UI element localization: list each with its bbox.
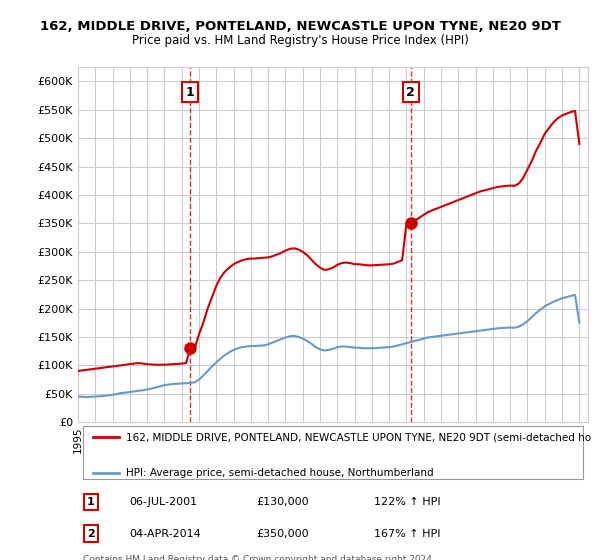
Text: 1: 1: [186, 86, 195, 99]
FancyBboxPatch shape: [83, 426, 583, 479]
Text: 167% ↑ HPI: 167% ↑ HPI: [374, 529, 440, 539]
Text: Price paid vs. HM Land Registry's House Price Index (HPI): Price paid vs. HM Land Registry's House …: [131, 34, 469, 46]
Text: 2: 2: [87, 529, 95, 539]
Text: £130,000: £130,000: [257, 497, 309, 507]
Text: 04-APR-2014: 04-APR-2014: [129, 529, 201, 539]
Text: 162, MIDDLE DRIVE, PONTELAND, NEWCASTLE UPON TYNE, NE20 9DT (semi-detached ho: 162, MIDDLE DRIVE, PONTELAND, NEWCASTLE …: [127, 432, 592, 442]
Text: 2: 2: [406, 86, 415, 99]
Text: 06-JUL-2001: 06-JUL-2001: [129, 497, 197, 507]
Text: 1: 1: [87, 497, 95, 507]
Text: 122% ↑ HPI: 122% ↑ HPI: [374, 497, 440, 507]
Text: £350,000: £350,000: [257, 529, 309, 539]
Text: HPI: Average price, semi-detached house, Northumberland: HPI: Average price, semi-detached house,…: [127, 468, 434, 478]
Text: 162, MIDDLE DRIVE, PONTELAND, NEWCASTLE UPON TYNE, NE20 9DT: 162, MIDDLE DRIVE, PONTELAND, NEWCASTLE …: [40, 20, 560, 32]
Text: Contains HM Land Registry data © Crown copyright and database right 2024.
This d: Contains HM Land Registry data © Crown c…: [83, 555, 435, 560]
